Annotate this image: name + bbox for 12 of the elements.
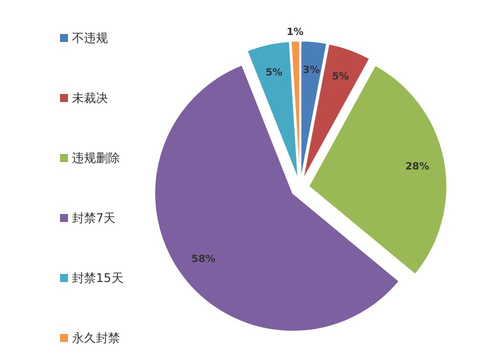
legend-label: 违规删除	[72, 151, 120, 165]
legend-label: 封禁15天	[72, 271, 124, 285]
legend-label: 未裁决	[72, 91, 108, 105]
legend-label: 封禁7天	[72, 211, 116, 225]
data-label: 5%	[332, 72, 349, 83]
legend-label: 永久封禁	[72, 331, 120, 345]
data-label: 1%	[286, 27, 304, 38]
data-label: 3%	[302, 65, 320, 76]
data-label: 28%	[405, 162, 430, 173]
legend-label: 不违规	[72, 31, 108, 45]
data-label: 58%	[191, 254, 216, 266]
data-label: 5%	[265, 67, 282, 78]
